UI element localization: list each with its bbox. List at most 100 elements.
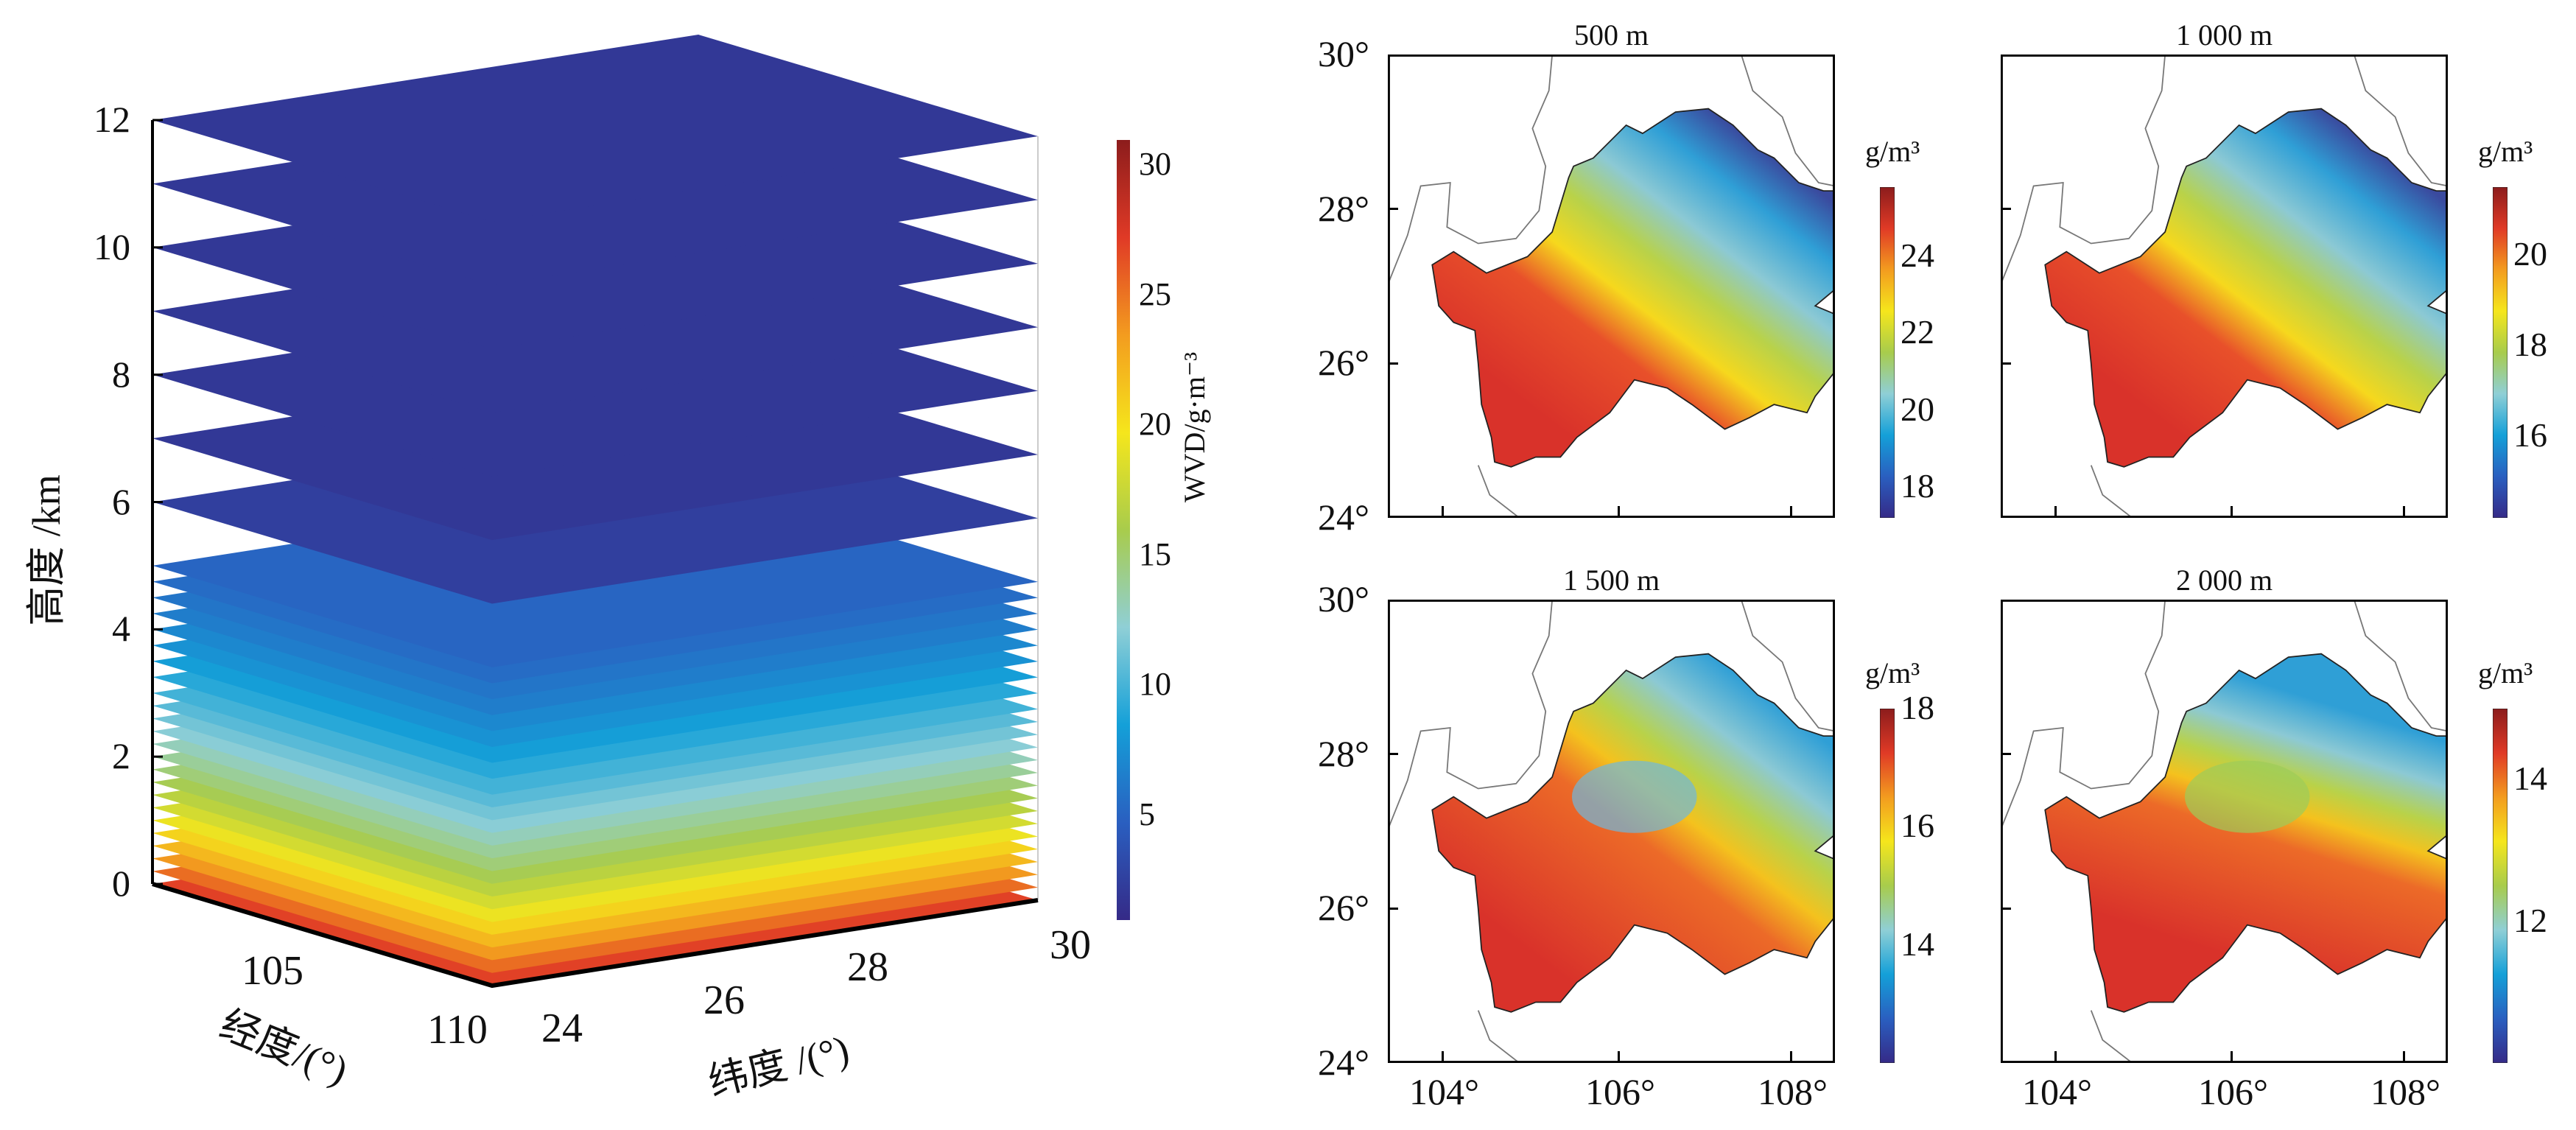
map-panel [2001,55,2448,518]
lon-tick-label: 106° [2198,1071,2268,1112]
province-border [1740,55,1835,187]
colorbar-unit-label: g/m³ [2478,656,2533,689]
lon-tick-mark [2402,1051,2405,1063]
lat-tick-label: 24° [1318,1042,1369,1083]
colorbar-tick-label: 20 [1901,390,1934,428]
lat-tick-label: 26° [1318,342,1369,384]
lon-tick-label: 104° [2022,1071,2092,1112]
colorbar-tick-label: 18 [1901,689,1934,726]
low-value-region [2184,760,2310,833]
z-tick-label: 4 [112,608,130,650]
colorbar [1880,187,1895,518]
colorbar-tick-label: 20 [1139,406,1171,443]
lat-tick-mark [1388,753,1398,756]
colorbar-tick-label: 12 [2513,901,2547,939]
map-panel [2001,600,2448,1063]
guizhou-heatmap [2044,108,2448,468]
colorbar-tick-label: 20 [2513,235,2547,273]
province-border [1740,600,1835,732]
colorbar-tick-label: 30 [1139,146,1171,183]
z-tick-label: 8 [112,353,130,395]
map-title: 1 500 m [1562,564,1660,597]
z-tick-label: 6 [112,480,130,522]
y-tick-label: 26 [703,978,745,1023]
x-tick-label: 110 [427,1007,488,1053]
lat-tick-mark [1388,208,1398,211]
map-panel [1388,55,1835,518]
z-axis-label: 高度 /km [24,474,69,626]
lat-tick-label: 26° [1318,887,1369,929]
z-tick-label: 2 [112,735,130,777]
lon-tick-mark [2230,506,2233,518]
colorbar-tick-label: 16 [2513,416,2547,455]
colorbar-tick-label: 15 [1139,536,1171,572]
province-border [2090,1010,2133,1063]
layer-plane [152,35,1038,222]
lat-tick-mark [2001,208,2011,211]
lat-tick-mark [1388,907,1398,910]
z-tick-label: 0 [112,863,130,904]
xy-axes [152,882,1039,989]
lon-tick-mark [2054,1051,2057,1063]
colorbar-unit-label: g/m³ [1865,135,1920,168]
colorbar-tick-label: 14 [1901,924,1934,963]
lon-tick-mark [1789,1051,1792,1063]
colorbar-tick-label: 16 [1901,807,1934,845]
lat-tick-label: 30° [1318,578,1369,620]
lon-tick-label: 106° [1585,1071,1655,1112]
colorbar [1117,140,1130,920]
map-title: 500 m [1573,18,1649,52]
low-value-region [1571,760,1697,833]
province-border [2353,600,2448,732]
3d-layer-chart [151,35,1130,989]
lon-tick-mark [1617,506,1620,518]
lat-tick-mark [2001,753,2011,756]
map-title: 2 000 m [2175,564,2273,597]
map-title: 1 000 m [2175,18,2273,52]
colorbar-tick-label: 25 [1139,276,1171,312]
colorbar-unit-label: g/m³ [2478,135,2533,168]
guizhou-heatmap [1431,653,1835,1013]
colorbar [2493,709,2507,1063]
lat-tick-label: 24° [1318,496,1369,538]
z-tick-label: 12 [94,99,130,140]
lat-tick-label: 28° [1318,732,1369,774]
colorbar-unit-label: g/m³ [1865,656,1920,689]
colorbar [1880,709,1895,1063]
lat-tick-mark [2001,907,2011,910]
lon-tick-label: 104° [1409,1071,1479,1112]
lon-tick-mark [1789,506,1792,518]
lat-tick-label: 30° [1318,33,1369,74]
map-frame [1388,600,1835,1063]
lon-tick-mark [2230,1051,2233,1063]
y-tick-label: 24 [541,1006,583,1051]
province-border [1388,600,1554,830]
map-frame [2001,600,2448,1063]
lat-tick-mark [2001,362,2011,365]
z-tick-label: 10 [94,225,130,267]
province-border [2353,55,2448,187]
colorbar-tick-label: 18 [1901,467,1934,505]
colorbar-tick-label: 14 [2513,759,2547,798]
lon-tick-mark [1441,506,1444,518]
map-frame [2001,55,2448,518]
guizhou-heatmap [1431,108,1835,468]
map-panel [1388,600,1835,1063]
lat-tick-label: 28° [1318,187,1369,229]
province-border [2090,465,2133,518]
lon-tick-label: 108° [2370,1071,2440,1112]
colorbar [2493,187,2507,518]
province-border [2001,55,2166,285]
lon-tick-mark [2402,506,2405,518]
province-border [1477,465,1520,518]
guizhou-heatmap [2044,653,2448,1013]
lon-tick-mark [1617,1051,1620,1063]
colorbar-tick-label: 22 [1901,313,1934,351]
map-frame [1388,55,1835,518]
lat-tick-mark [1388,362,1398,365]
lon-tick-mark [1441,1051,1444,1063]
colorbar-label: WVD/g·m⁻³ [1178,351,1212,503]
lon-tick-mark [2054,506,2057,518]
colorbar-tick-label: 24 [1901,236,1934,274]
province-border [1388,55,1554,285]
